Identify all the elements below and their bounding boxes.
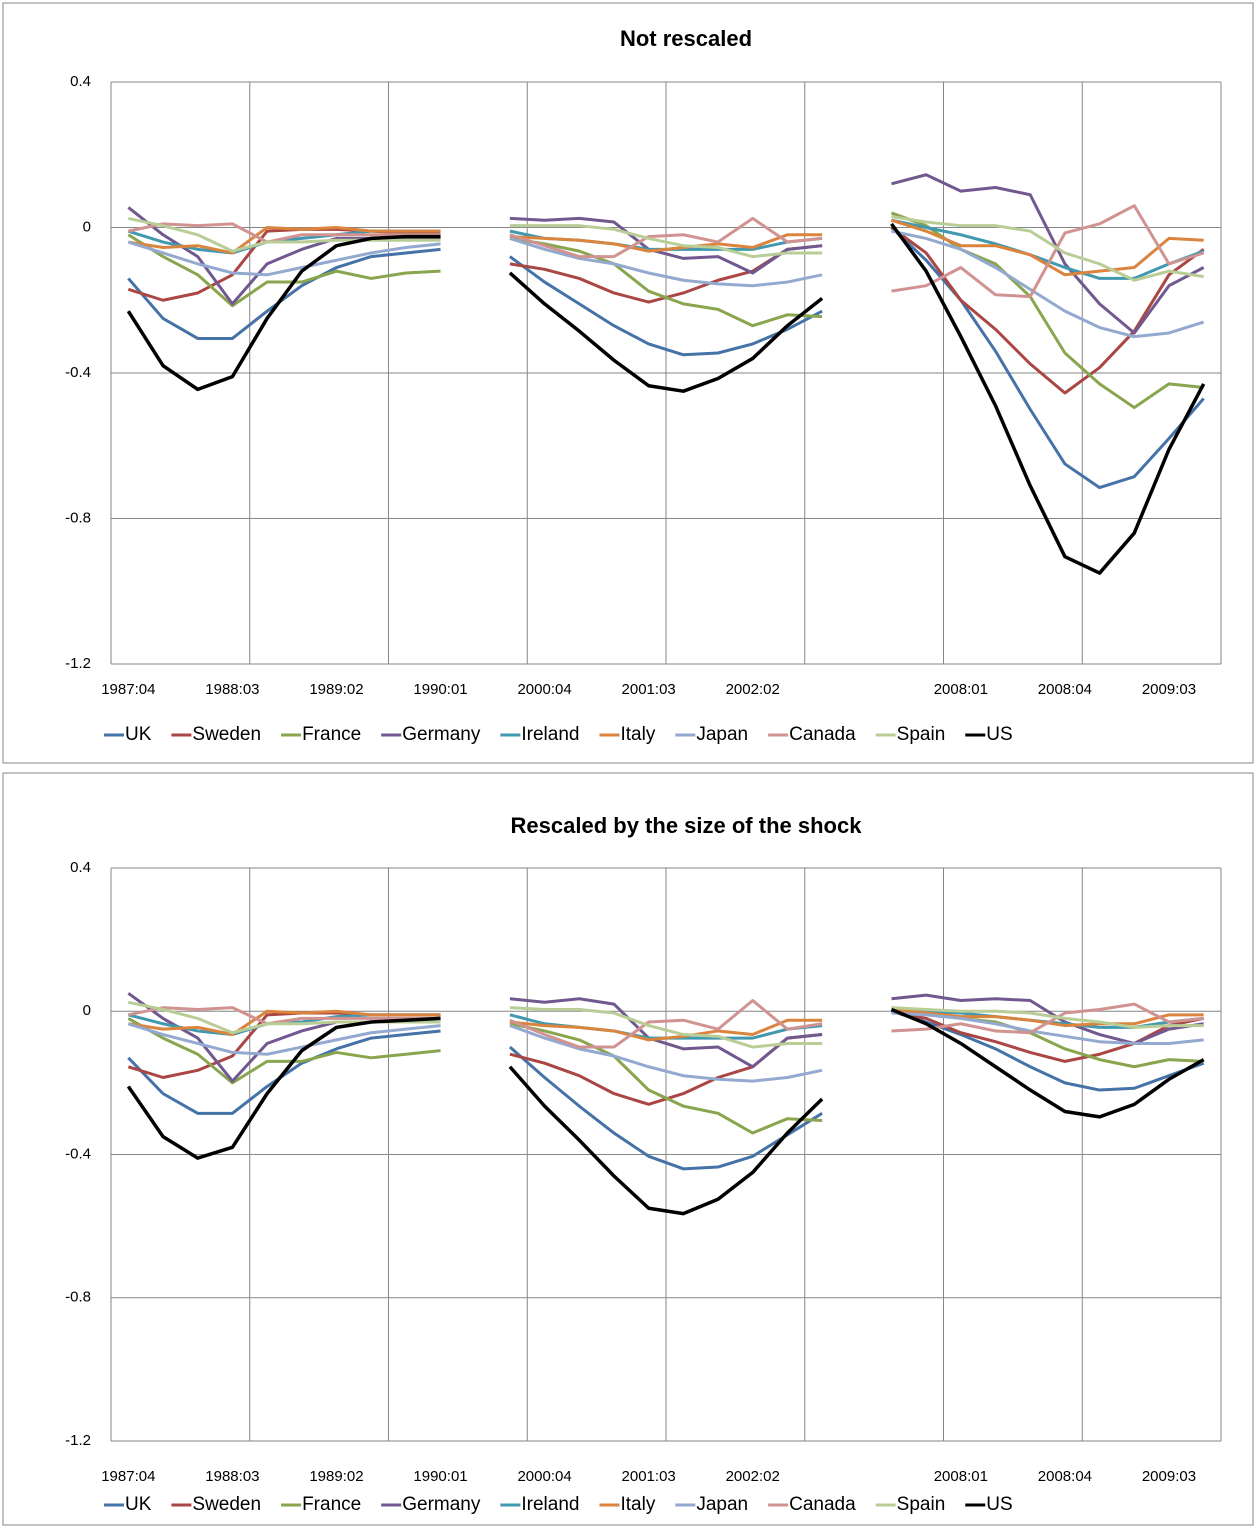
legend-label: Ireland bbox=[521, 724, 579, 745]
x-tick-label: 2000:04 bbox=[517, 681, 571, 698]
x-tick-label: 2008:01 bbox=[934, 681, 988, 698]
y-tick-label: 0 bbox=[83, 1002, 91, 1019]
x-tick-label: 2009:03 bbox=[1142, 1468, 1196, 1485]
legend-label: Ireland bbox=[521, 1494, 579, 1515]
series-line bbox=[127, 226, 1205, 490]
x-tick-label: 2002:02 bbox=[726, 1468, 780, 1485]
x-tick-label: 1988:03 bbox=[205, 681, 259, 698]
legend-label: Germany bbox=[402, 724, 481, 745]
x-tick-label: 2002:02 bbox=[726, 681, 780, 698]
series-line bbox=[126, 1007, 1205, 1216]
legend-label: Italy bbox=[620, 724, 655, 745]
chart-title: Not rescaled bbox=[620, 26, 752, 51]
legend-label: Japan bbox=[696, 1494, 748, 1515]
x-tick-label: 2008:01 bbox=[934, 1468, 988, 1485]
x-tick-label: 1989:02 bbox=[309, 681, 363, 698]
y-tick-label: -0.8 bbox=[65, 509, 91, 526]
y-tick-label: 0.4 bbox=[70, 859, 91, 876]
legend-label: Canada bbox=[789, 1494, 856, 1515]
legend-label: Sweden bbox=[192, 724, 261, 745]
y-tick-label: -0.8 bbox=[65, 1289, 91, 1306]
x-tick-label: 2001:03 bbox=[622, 681, 676, 698]
legend-label: Japan bbox=[696, 724, 748, 745]
legend-label: UK bbox=[125, 1494, 152, 1515]
series-line bbox=[128, 204, 1205, 299]
x-tick-label: 1989:02 bbox=[309, 1468, 363, 1485]
y-tick-label: -0.4 bbox=[65, 364, 91, 381]
x-tick-label: 2001:03 bbox=[622, 1468, 676, 1485]
series-line bbox=[126, 222, 1206, 575]
x-tick-label: 1988:03 bbox=[205, 1468, 259, 1485]
legend-label: US bbox=[986, 1494, 1012, 1515]
series-line bbox=[128, 999, 1204, 1049]
chart-panel: Not rescaled -1.2 -0.8 -0.4 0 0.4 1987:04 1988:… bbox=[2, 2, 1254, 764]
legend-label: France bbox=[302, 1494, 361, 1515]
x-tick-label: 2009:03 bbox=[1142, 681, 1196, 698]
chart-title: Rescaled by the size of the shock bbox=[511, 813, 863, 838]
x-tick-label: 1990:01 bbox=[413, 681, 467, 698]
x-tick-label: 2008:04 bbox=[1038, 1468, 1092, 1485]
legend-label: Spain bbox=[897, 1494, 946, 1515]
legend-label: UK bbox=[125, 724, 152, 745]
x-tick-label: 1987:04 bbox=[101, 681, 155, 698]
legend-label: Canada bbox=[789, 724, 856, 745]
series-line bbox=[127, 229, 1205, 339]
legend-label: France bbox=[302, 724, 361, 745]
x-tick-label: 1987:04 bbox=[101, 1468, 155, 1485]
legend-label: Sweden bbox=[192, 1494, 261, 1515]
y-tick-label: -1.2 bbox=[65, 1432, 91, 1449]
y-tick-label: -1.2 bbox=[65, 655, 91, 672]
legend-label: Spain bbox=[897, 724, 946, 745]
chart-panel: Rescaled by the size of the shock -1.2 -0.… bbox=[2, 772, 1254, 1526]
legend-label: Italy bbox=[620, 1494, 655, 1515]
y-tick-label: 0 bbox=[83, 218, 91, 235]
x-tick-label: 1990:01 bbox=[413, 1468, 467, 1485]
series-line bbox=[128, 215, 1204, 282]
chart-frame bbox=[2, 772, 1254, 1526]
legend-label: Germany bbox=[402, 1494, 481, 1515]
y-tick-label: -0.4 bbox=[65, 1145, 91, 1162]
legend-label: US bbox=[986, 724, 1012, 745]
series-line bbox=[127, 1011, 1204, 1083]
x-tick-label: 2008:04 bbox=[1038, 681, 1092, 698]
x-tick-label: 2000:04 bbox=[517, 1468, 571, 1485]
y-tick-label: 0.4 bbox=[70, 73, 91, 90]
